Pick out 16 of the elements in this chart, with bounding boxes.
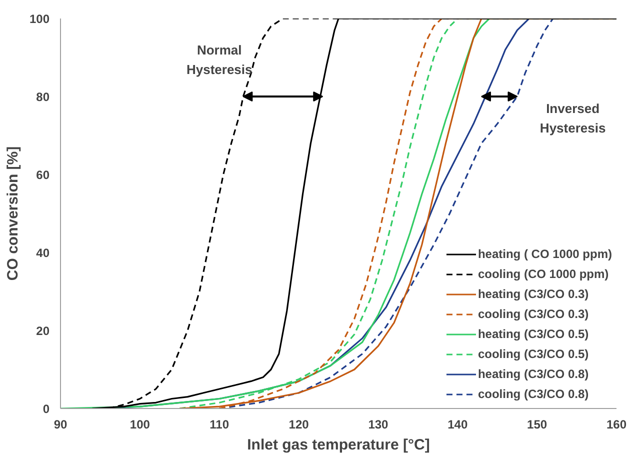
x-tick-label: 90: [54, 418, 68, 432]
x-tick-label: 130: [368, 418, 389, 432]
y-tick-label: 20: [36, 324, 50, 338]
y-tick-label: 40: [36, 246, 50, 260]
x-tick-label: 140: [448, 418, 468, 432]
y-tick-label: 80: [36, 90, 50, 104]
y-tick-label: 60: [36, 168, 50, 182]
x-tick-label: 110: [210, 418, 230, 432]
y-tick-label: 0: [42, 402, 50, 416]
y-axis-title: CO conversion [%]: [4, 146, 22, 281]
x-tick-label: 120: [288, 418, 310, 432]
x-tick-label: 100: [130, 418, 150, 432]
x-axis-title: Inlet gas temperature [°C]: [247, 436, 430, 454]
x-tick-label: 160: [606, 418, 627, 432]
x-tick-label: 150: [527, 418, 548, 432]
y-tick-label: 100: [29, 12, 50, 26]
